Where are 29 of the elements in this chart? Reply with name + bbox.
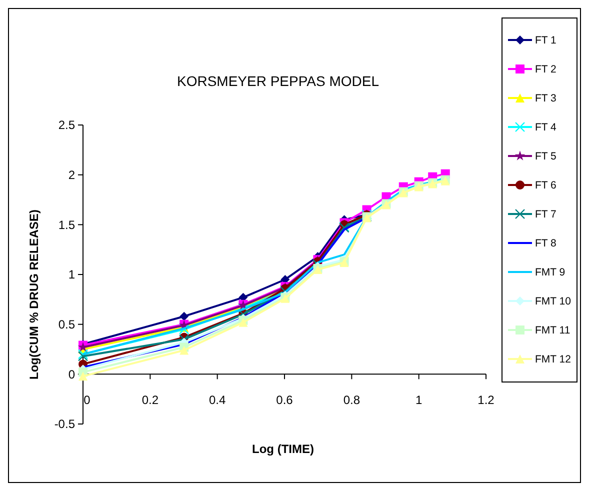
legend-label: FT 5	[535, 150, 557, 163]
x-axis-title: Log (TIME)	[252, 442, 314, 456]
legend-label: FMT 10	[535, 296, 572, 308]
legend-label: FT 8	[535, 238, 557, 250]
legend-label: FT 6	[535, 180, 557, 192]
x-tick-label: 0.2	[142, 393, 159, 408]
y-tick-label: 1	[68, 268, 76, 282]
x-tick-label: 1	[415, 393, 422, 408]
y-tick-label: 0.5	[58, 318, 76, 332]
legend-label: FMT 9	[535, 266, 566, 279]
x-tick-label: 0.8	[343, 393, 360, 408]
y-tick-label: 1.5	[58, 218, 76, 232]
chart-title: KORSMEYER PEPPAS MODEL	[176, 73, 380, 89]
legend-label: FT 2	[535, 64, 557, 76]
x-tick-label: 0.4	[208, 393, 226, 408]
legend-label: FMT 12	[535, 354, 572, 366]
y-tick-label: -0.5	[54, 417, 76, 432]
legend-label: FT 4	[535, 122, 557, 134]
x-tick-label: 0.6	[276, 393, 294, 408]
legend-label: FT 1	[535, 34, 557, 47]
y-tick-label: 2.5	[58, 118, 76, 132]
legend-label: FT 7	[535, 208, 557, 221]
legend-label: FMT 11	[535, 324, 570, 337]
x-tick-label: 0	[84, 393, 91, 408]
y-axis-title: Log(CUM % DRUG RELEASE)	[27, 210, 41, 380]
x-tick-label: 1.2	[478, 393, 495, 408]
legend-label: FT 3	[535, 92, 557, 105]
y-tick-label: 2	[68, 168, 76, 182]
y-tick-label: 0	[68, 367, 76, 382]
